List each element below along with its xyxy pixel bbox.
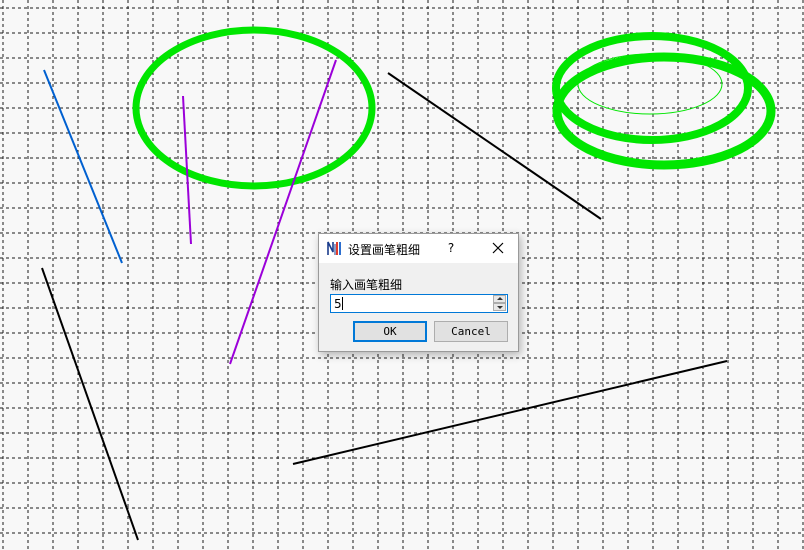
green-ellipse-right-1 [552,32,752,144]
pen-width-input[interactable]: 5 [334,297,342,311]
dialog-titlebar[interactable]: 设置画笔粗细 ? [319,234,518,263]
arrow-up-icon [497,297,503,300]
dialog-title: 设置画笔粗细 [348,243,421,257]
green-ellipse-right-2 [552,52,776,170]
spin-up-button[interactable] [493,295,506,303]
spin-down-button[interactable] [493,303,506,311]
black-line-bottom [292,360,728,465]
pen-width-spinbox[interactable]: 5 [330,294,508,313]
app-icon [327,240,343,256]
ok-button[interactable]: OK [353,321,427,342]
pen-width-label: 输入画笔粗细 [330,278,403,292]
black-line-left [41,267,139,541]
cancel-button[interactable]: Cancel [434,321,508,342]
black-line-top [387,72,602,220]
green-ellipse-right-thin [577,53,723,115]
help-button[interactable]: ? [447,241,455,255]
green-ellipse-left [132,26,376,190]
blue-line [43,69,123,264]
text-caret [342,297,343,310]
close-button[interactable] [483,237,513,259]
purple-line-long [229,59,337,365]
purple-line-short [182,95,192,245]
arrow-down-icon [497,306,503,309]
pen-width-dialog: 设置画笔粗细 ? 输入画笔粗细 5 OK Cancel [318,233,519,352]
close-icon [492,242,504,254]
